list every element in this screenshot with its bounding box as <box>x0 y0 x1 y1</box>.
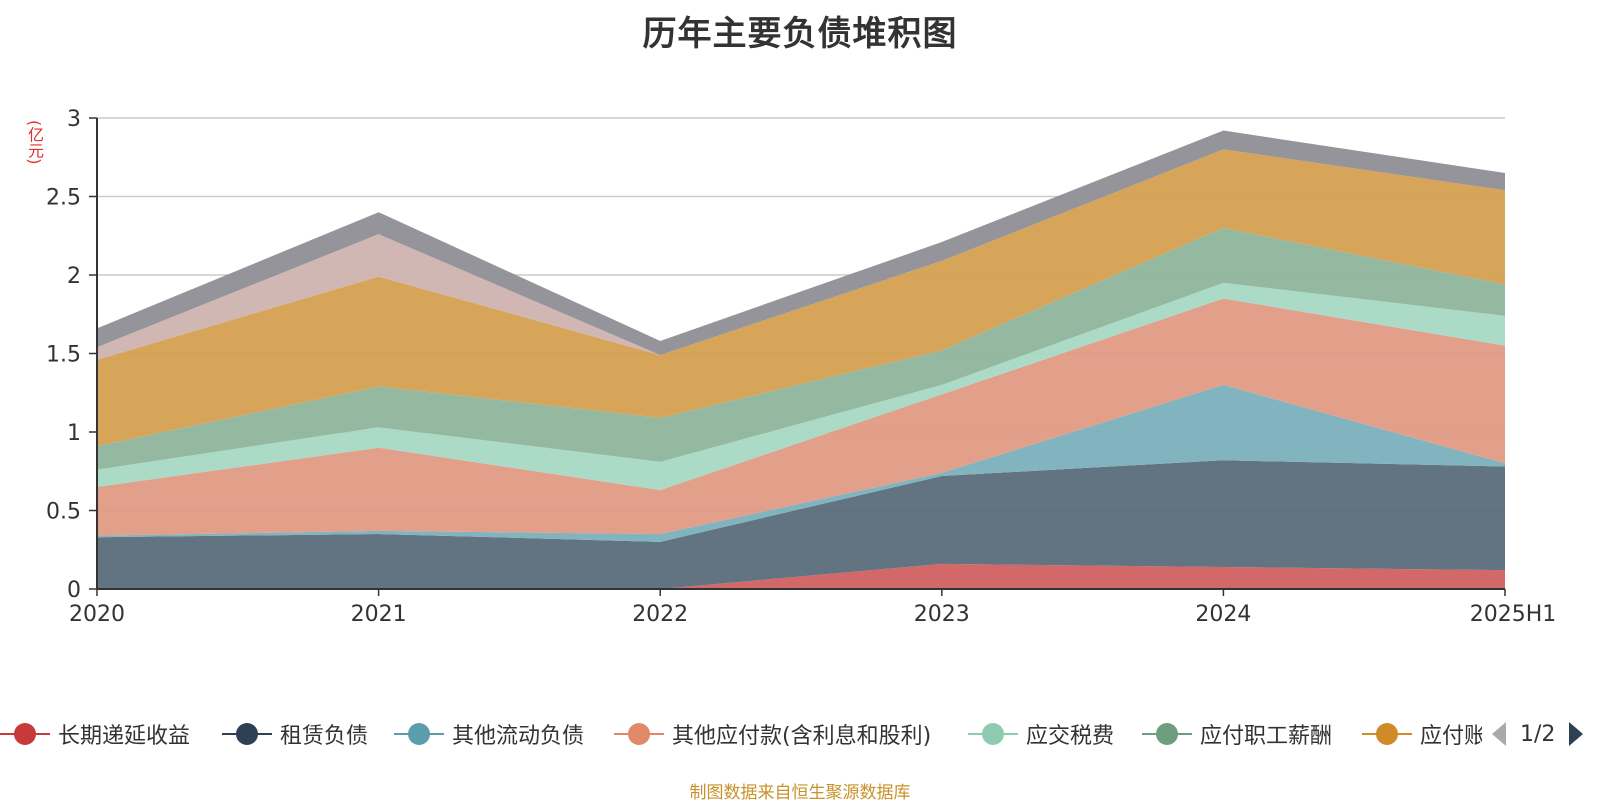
legend-items-container: 长期递延收益 租赁负债 其他流动负债 其他应付款(含利息和股利) 应交税费 应付职工薪酬 应… <box>0 712 1482 756</box>
area-layer <box>97 130 1505 589</box>
legend-pager: 1/2 <box>1490 712 1585 756</box>
legend-item[interactable]: 长期递延收益 <box>0 712 190 756</box>
legend-label: 应付职工薪酬 <box>1200 724 1333 749</box>
y-tick-label: 2.5 <box>46 186 81 211</box>
legend-item[interactable]: 租赁负债 <box>222 712 368 756</box>
axis-layer: 0 0.5 1 1.5 2 2.5 3 2020 2021 2022 2023 2024 2025H1 <box>46 107 1556 627</box>
legend-label: 其他流动负债 <box>452 724 585 749</box>
pager-next-icon[interactable] <box>1567 720 1585 748</box>
y-tick-label: 2 <box>67 264 81 289</box>
legend-marker-icon <box>968 723 1018 745</box>
legend-marker-icon <box>222 723 272 745</box>
chart-title: 历年主要负债堆积图 <box>642 14 958 54</box>
legend-label: 租赁负债 <box>280 724 369 749</box>
x-tick-label: 2025H1 <box>1470 602 1557 627</box>
x-tick-label: 2024 <box>1195 602 1251 627</box>
area-series-租赁负债[interactable] <box>97 460 1505 589</box>
legend-label: 应交税费 <box>1026 724 1115 749</box>
area-series-应交税费[interactable] <box>97 282 1505 491</box>
area-series-应付职工薪酬[interactable] <box>97 227 1505 470</box>
legend-label: 长期递延收益 <box>58 724 191 749</box>
y-tick-label: 3 <box>67 107 81 132</box>
legend-item[interactable]: 应交税费 <box>968 712 1114 756</box>
legend-label: 应付账款 <box>1420 724 1482 749</box>
y-tick-label: 1.5 <box>46 343 81 368</box>
legend-marker-icon <box>1362 723 1412 745</box>
x-tick-label: 2021 <box>351 602 407 627</box>
x-tick-label: 2020 <box>69 602 125 627</box>
y-tick-label: 1 <box>67 421 81 446</box>
area-series-应付账款[interactable] <box>97 149 1505 447</box>
area-series-其他应付款(含利息和股利)[interactable] <box>97 298 1505 536</box>
stacked-area-chart: 0 0.5 1 1.5 2 2.5 3 2020 2021 2022 2023 2024 2025H1 <box>46 107 1556 627</box>
y-axis-unit-label: (亿元) <box>25 120 44 165</box>
pager-page-indicator: 1/2 <box>1520 721 1556 747</box>
area-series-其他流动负债[interactable] <box>97 384 1505 542</box>
pager-prev-icon[interactable] <box>1490 720 1508 748</box>
legend-item[interactable]: 应付账款 <box>1362 712 1482 756</box>
x-tick-label: 2023 <box>914 602 970 627</box>
area-series-其他负债[interactable] <box>97 130 1505 356</box>
y-tick-label: 0 <box>67 578 81 603</box>
legend-item[interactable]: 应付职工薪酬 <box>1142 712 1332 756</box>
y-tick-label: 0.5 <box>46 500 81 525</box>
x-tick-label: 2022 <box>632 602 688 627</box>
legend-marker-icon <box>0 723 50 745</box>
area-series-其他[interactable] <box>97 149 1505 360</box>
legend-item[interactable]: 其他应付款(含利息和股利) <box>614 712 931 756</box>
legend-marker-icon <box>614 723 664 745</box>
legend-marker-icon <box>1142 723 1192 745</box>
data-source-note: 制图数据来自恒生聚源数据库 <box>689 783 911 803</box>
legend-marker-icon <box>394 723 444 745</box>
legend-label: 其他应付款(含利息和股利) <box>672 724 932 749</box>
legend-item[interactable]: 其他流动负债 <box>394 712 584 756</box>
legend: 长期递延收益 租赁负债 其他流动负债 其他应付款(含利息和股利) 应交税费 应付职工薪酬 应… <box>0 712 1600 756</box>
